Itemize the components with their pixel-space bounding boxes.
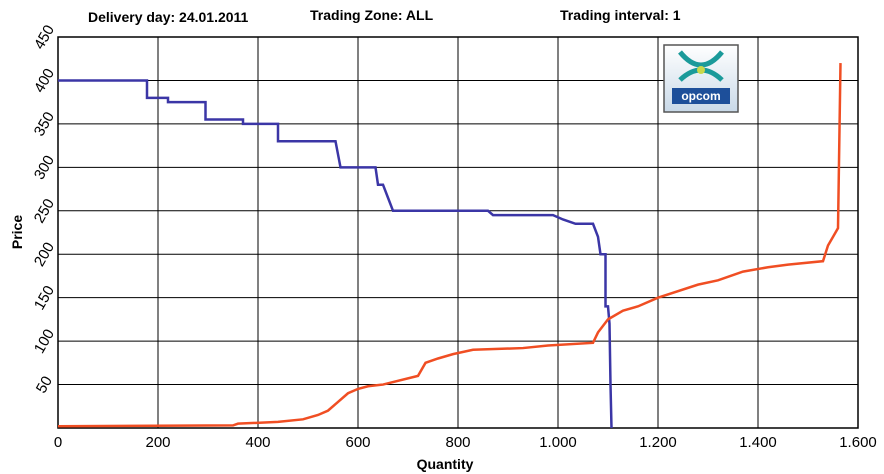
y-tick-label: 250 (31, 196, 58, 226)
logo-dot (697, 66, 705, 74)
x-tick-label: 600 (345, 434, 370, 451)
y-tick-label: 450 (31, 22, 58, 52)
series-line (57, 63, 842, 428)
y-tick-label: 300 (31, 152, 58, 182)
x-tick-label: 0 (54, 434, 62, 451)
logo-bar (672, 88, 730, 104)
y-axis-label: Price (9, 215, 25, 249)
y-tick-label: 400 (31, 66, 58, 96)
x-tick-label: 1.000 (539, 434, 577, 451)
x-tick-label: 800 (445, 434, 470, 451)
logo: opcom (663, 44, 739, 113)
header-interval: Trading interval: 1 (560, 7, 681, 23)
y-tick-label: 100 (31, 326, 58, 356)
x-tick-label: 200 (145, 434, 170, 451)
series-line (58, 79, 613, 429)
x-tick-label: 1.600 (839, 434, 877, 451)
plot-border (57, 36, 859, 429)
logo-text: opcom (681, 89, 720, 103)
x-tick-label: 400 (245, 434, 270, 451)
y-tick-label: 350 (31, 109, 58, 139)
x-tick-label: 1.400 (739, 434, 777, 451)
y-tick-label: 200 (31, 239, 58, 269)
header-date: Delivery day: 24.01.2011 (88, 9, 249, 25)
plot-area: 0 200 400 600 800 1.000 1.200 1.400 1.600 50 100 15… (31, 22, 877, 451)
x-tick-label: 1.200 (639, 434, 677, 451)
y-tick-label: 150 (31, 283, 58, 313)
y-tick-label: 50 (33, 373, 56, 396)
x-axis-label: Quantity (417, 456, 474, 472)
header-zone: Trading Zone: ALL (310, 7, 434, 23)
